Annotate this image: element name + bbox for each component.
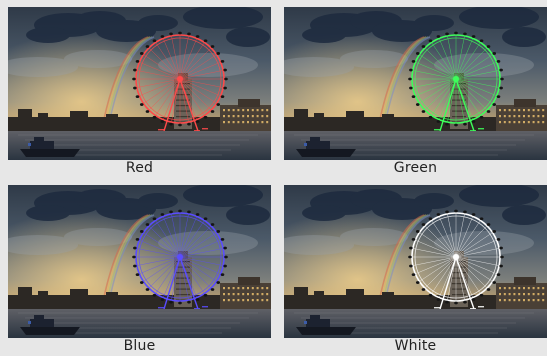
boat xyxy=(296,315,356,335)
panel-caption: Red xyxy=(125,160,154,176)
clouds xyxy=(302,7,546,47)
panel-blue: Blue xyxy=(8,185,271,355)
clouds xyxy=(302,185,546,225)
photo-canvas xyxy=(284,7,547,160)
panel-caption: Green xyxy=(393,160,438,176)
riverside-building xyxy=(220,99,271,131)
clouds xyxy=(26,185,270,225)
ferris-wheel-photo xyxy=(8,7,271,160)
riverside-building xyxy=(496,99,547,131)
clouds xyxy=(26,7,270,47)
skyline xyxy=(8,287,271,309)
ferris-wheel xyxy=(132,209,228,311)
rainbow xyxy=(379,36,431,120)
photo-canvas xyxy=(8,7,271,160)
panel-red: Red xyxy=(8,7,271,177)
skyline xyxy=(8,109,271,131)
panel-green: Green xyxy=(284,7,547,177)
boat xyxy=(20,315,80,335)
panel-caption: White xyxy=(394,338,437,354)
ferris-wheel xyxy=(408,209,504,311)
rainbow xyxy=(379,214,431,298)
rainbow xyxy=(103,214,155,298)
skyline xyxy=(284,287,547,309)
ferris-wheel-photo xyxy=(284,185,547,338)
photo-canvas xyxy=(284,185,547,338)
boat xyxy=(20,137,80,157)
photo-canvas xyxy=(8,185,271,338)
rainbow xyxy=(103,36,155,120)
skyline xyxy=(284,109,547,131)
ferris-wheel-photo xyxy=(284,7,547,160)
ferris-wheel xyxy=(408,31,504,133)
panel-caption: Blue xyxy=(123,338,156,354)
riverside-building xyxy=(220,277,271,309)
riverside-building xyxy=(496,277,547,309)
boat xyxy=(296,137,356,157)
panel-white: White xyxy=(284,185,547,355)
ferris-wheel-photo xyxy=(8,185,271,338)
